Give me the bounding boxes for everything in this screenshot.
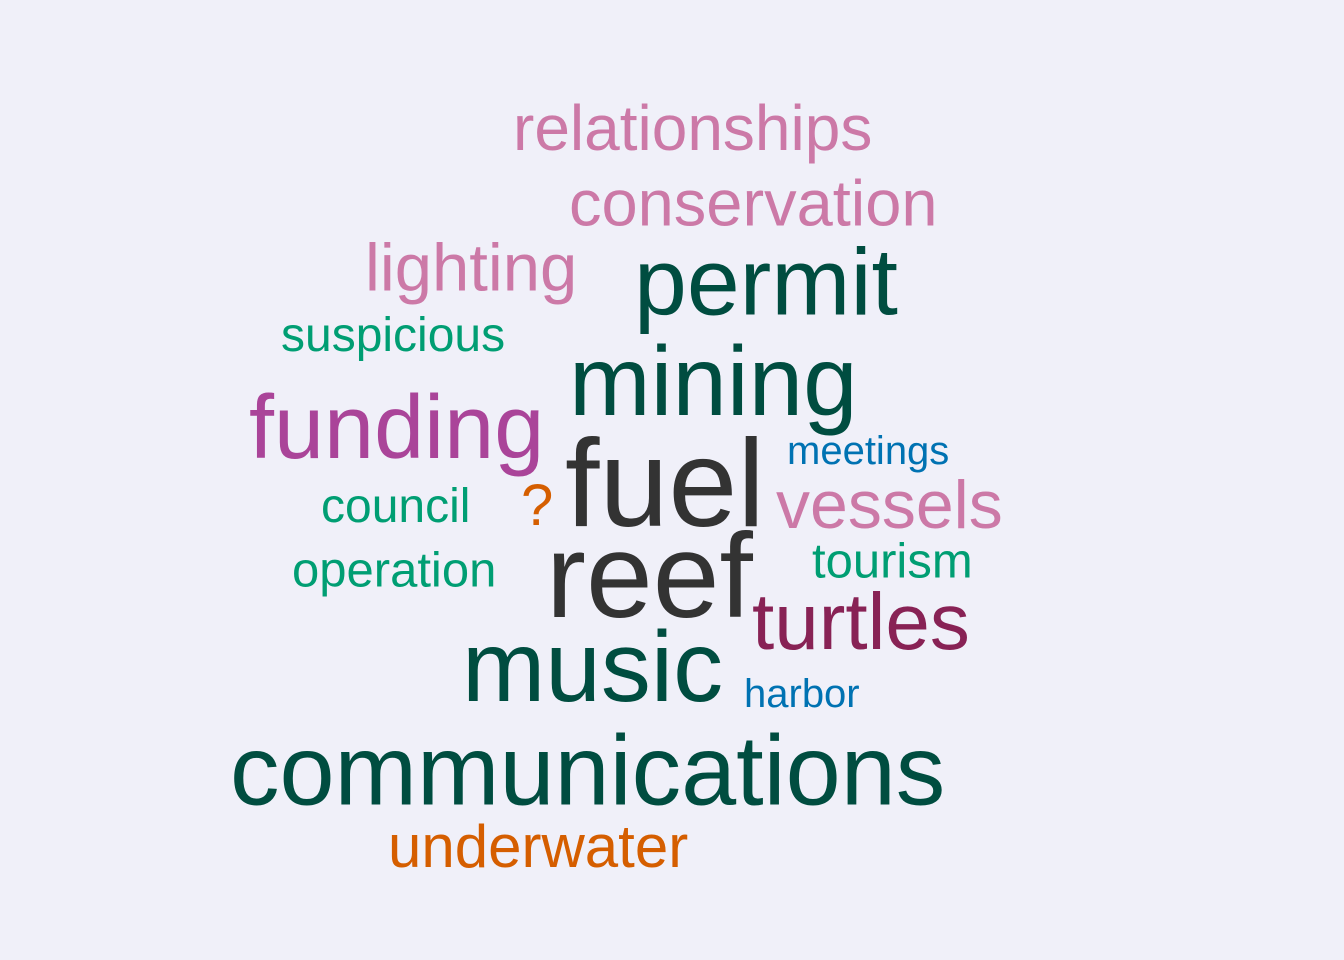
word-music: music [462, 611, 724, 723]
word-conservation: conservation [569, 166, 938, 240]
word-question-mark: ? [521, 473, 554, 538]
word-tourism: tourism [812, 534, 973, 589]
word-funding: funding [249, 378, 545, 478]
word-permit: permit [634, 229, 898, 336]
word-reef: reef [546, 509, 753, 643]
word-fuel: fuel [565, 415, 765, 553]
word-meetings: meetings [787, 429, 950, 473]
word-harbor: harbor [744, 672, 860, 716]
word-lighting: lighting [365, 230, 578, 306]
word-suspicious: suspicious [281, 309, 506, 362]
word-mining: mining [569, 326, 858, 436]
word-underwater: underwater [388, 813, 689, 880]
word-council: council [321, 480, 471, 533]
word-vessels: vessels [776, 467, 1003, 543]
word-turtles: turtles [752, 577, 970, 666]
word-relationships: relationships [513, 92, 873, 164]
word-communications: communications [230, 714, 946, 826]
word-operation: operation [292, 543, 497, 598]
